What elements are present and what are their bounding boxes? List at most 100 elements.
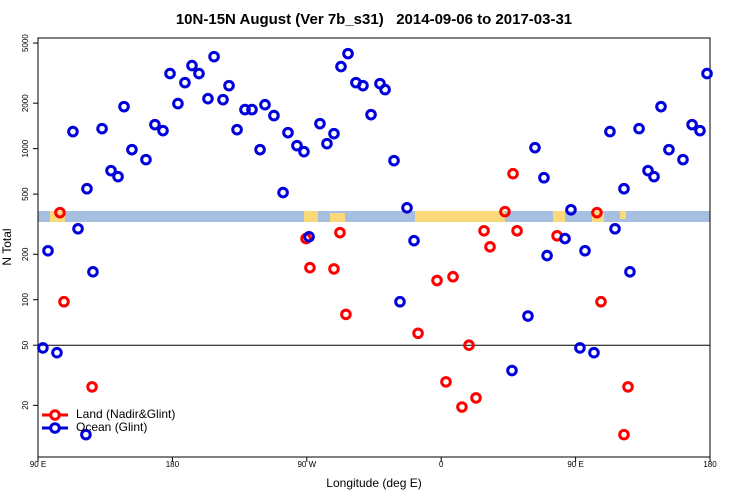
point bbox=[335, 60, 347, 73]
point bbox=[694, 124, 706, 137]
point bbox=[277, 186, 289, 199]
y-tick-label: 200 bbox=[21, 247, 30, 261]
point bbox=[193, 67, 205, 80]
point bbox=[239, 103, 251, 116]
y-tick-label: 50 bbox=[21, 340, 30, 349]
point bbox=[579, 244, 591, 257]
point bbox=[522, 310, 534, 322]
plot-frame bbox=[37, 37, 711, 458]
point bbox=[507, 167, 519, 180]
legend-label: Land (Nadir&Glint) bbox=[76, 407, 175, 421]
point bbox=[164, 67, 176, 80]
point bbox=[559, 232, 571, 245]
point bbox=[379, 83, 391, 96]
point bbox=[186, 59, 198, 72]
point bbox=[112, 170, 124, 183]
point bbox=[298, 145, 310, 158]
y-tick-label: 500 bbox=[21, 187, 30, 201]
point bbox=[686, 118, 698, 131]
point bbox=[663, 143, 675, 156]
point bbox=[42, 244, 54, 257]
point bbox=[72, 222, 84, 235]
chart-title: 10N-15N August (Ver 7b_s31) 2014-09-06 t… bbox=[176, 11, 572, 28]
map-strip bbox=[38, 211, 710, 222]
point bbox=[282, 126, 294, 139]
y-tick-label: 100 bbox=[21, 293, 30, 307]
point bbox=[463, 339, 475, 352]
x-axis-label: Longitude (deg E) bbox=[326, 476, 421, 490]
point bbox=[246, 103, 258, 116]
point bbox=[541, 249, 553, 262]
point bbox=[655, 100, 667, 113]
point bbox=[401, 201, 413, 214]
x-tick-label: 90 E bbox=[567, 460, 583, 469]
point bbox=[365, 108, 377, 121]
point bbox=[259, 98, 271, 111]
point bbox=[304, 261, 316, 274]
point bbox=[149, 118, 161, 131]
x-tick-label: 180 bbox=[166, 460, 180, 469]
point bbox=[314, 117, 326, 130]
legend-marker bbox=[49, 422, 61, 434]
point bbox=[595, 295, 607, 308]
x-tick-label: 180 bbox=[703, 460, 717, 469]
point bbox=[291, 139, 303, 152]
point bbox=[231, 123, 243, 136]
point bbox=[357, 79, 369, 92]
x-tick-label: 90 E bbox=[30, 460, 46, 469]
legend-label: Ocean (Glint) bbox=[76, 420, 147, 434]
point bbox=[642, 164, 654, 177]
point bbox=[394, 295, 406, 308]
point bbox=[217, 93, 229, 106]
y-tick-label: 5000 bbox=[21, 34, 30, 52]
point bbox=[208, 50, 220, 63]
point bbox=[126, 143, 138, 156]
point bbox=[80, 428, 92, 441]
point bbox=[412, 327, 424, 340]
point bbox=[202, 92, 214, 105]
point bbox=[118, 100, 130, 113]
y-tick-label: 20 bbox=[21, 400, 30, 409]
point bbox=[58, 295, 70, 308]
point bbox=[618, 428, 630, 441]
point bbox=[447, 270, 459, 283]
point bbox=[321, 137, 333, 150]
point bbox=[588, 346, 600, 359]
point bbox=[591, 206, 603, 219]
point bbox=[604, 125, 616, 138]
point bbox=[529, 141, 541, 154]
point bbox=[105, 164, 117, 177]
point bbox=[328, 127, 340, 140]
point bbox=[342, 47, 354, 60]
point bbox=[609, 222, 621, 235]
point bbox=[67, 125, 79, 138]
point bbox=[37, 342, 49, 354]
point bbox=[51, 346, 63, 359]
point bbox=[388, 154, 400, 167]
point bbox=[223, 79, 235, 92]
point bbox=[511, 224, 523, 237]
point bbox=[303, 230, 315, 243]
y-tick-label: 2000 bbox=[21, 94, 30, 112]
point bbox=[618, 182, 630, 195]
y-axis-label: N Total bbox=[0, 228, 14, 265]
point bbox=[478, 224, 490, 237]
point bbox=[624, 266, 636, 278]
point bbox=[440, 376, 452, 388]
point bbox=[54, 206, 66, 219]
point bbox=[334, 226, 346, 239]
point bbox=[179, 76, 191, 89]
point bbox=[96, 122, 108, 135]
x-tick-label: 90 W bbox=[297, 460, 316, 469]
point bbox=[328, 263, 340, 275]
point bbox=[157, 124, 169, 137]
point bbox=[677, 153, 689, 166]
point bbox=[81, 182, 93, 195]
point bbox=[648, 170, 660, 183]
point bbox=[456, 401, 468, 413]
point bbox=[254, 143, 266, 156]
legend-marker bbox=[49, 409, 61, 421]
point bbox=[470, 392, 482, 404]
point bbox=[431, 274, 443, 287]
